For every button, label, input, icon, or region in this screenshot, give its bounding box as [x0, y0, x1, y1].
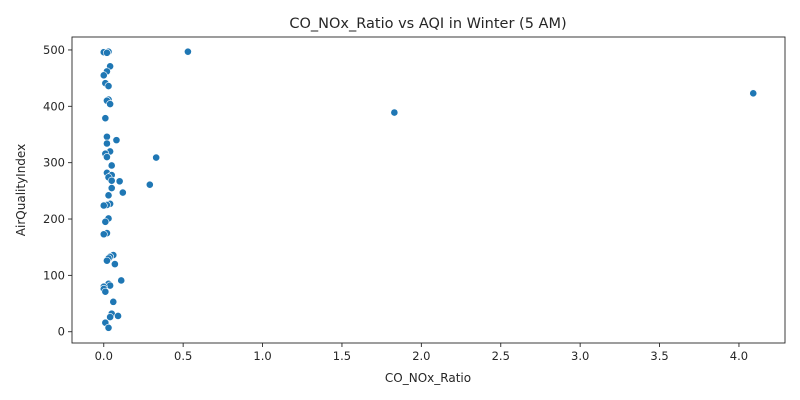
scatter-point — [107, 161, 116, 170]
scatter-point — [101, 114, 110, 123]
y-tick-label: 500 — [43, 43, 65, 57]
x-axis-label: CO_NOx_Ratio — [385, 371, 471, 385]
x-tick-label: 1.5 — [333, 349, 351, 363]
x-tick-label: 0.0 — [95, 349, 113, 363]
scatter-point — [110, 260, 119, 269]
y-axis: 0 100 200 300 400 500 — [43, 43, 72, 339]
axes-frame — [71, 36, 786, 344]
scatter-point — [118, 188, 127, 197]
y-tick-label: 0 — [58, 325, 65, 339]
x-tick-label: 4.0 — [730, 349, 748, 363]
scatter-point — [99, 201, 108, 210]
scatter-point — [112, 136, 121, 145]
scatter-point — [145, 180, 154, 189]
scatter-point — [107, 184, 116, 192]
scatter-point — [107, 176, 116, 185]
scatter-point — [109, 297, 118, 306]
y-tick-label: 100 — [43, 268, 65, 282]
y-tick-label: 200 — [43, 212, 65, 226]
scatter-point — [104, 82, 113, 90]
scatter-point — [749, 89, 758, 98]
chart-title: CO_NOx_Ratio vs AQI in Winter (5 AM) — [289, 16, 566, 32]
scatter-point — [104, 323, 113, 332]
scatter-point — [99, 71, 108, 80]
scatter-point — [99, 230, 108, 239]
scatter-point — [103, 132, 111, 141]
scatter-point — [103, 256, 111, 265]
x-tick-label: 0.5 — [174, 349, 192, 363]
scatter-point — [101, 217, 110, 226]
scatter-point — [114, 312, 122, 320]
scatter-point — [115, 177, 124, 186]
y-tick-label: 400 — [43, 99, 65, 113]
x-tick-label: 2.0 — [412, 349, 430, 363]
scatter-point — [390, 108, 399, 117]
y-tick-label: 300 — [43, 156, 65, 170]
x-tick-label: 1.0 — [253, 349, 271, 363]
plot-area — [99, 47, 758, 332]
x-tick-label: 3.5 — [650, 349, 668, 363]
scatter-point — [103, 153, 111, 161]
x-axis: 0.0 0.5 1.0 1.5 2.0 2.5 3.0 3.5 4.0 — [95, 343, 748, 363]
scatter-point — [117, 276, 126, 285]
x-tick-label: 3.0 — [571, 349, 589, 363]
scatter-point — [103, 48, 111, 57]
scatter-point — [106, 100, 115, 108]
scatter-point — [184, 47, 192, 56]
scatter-point — [103, 139, 111, 148]
scatter-point — [106, 281, 115, 290]
scatter-point — [106, 313, 115, 321]
scatter-point — [152, 153, 161, 162]
x-tick-label: 2.5 — [492, 349, 510, 363]
y-axis-label: AirQualityIndex — [14, 144, 28, 236]
scatter-point — [104, 191, 113, 200]
scatter-point — [101, 287, 110, 296]
